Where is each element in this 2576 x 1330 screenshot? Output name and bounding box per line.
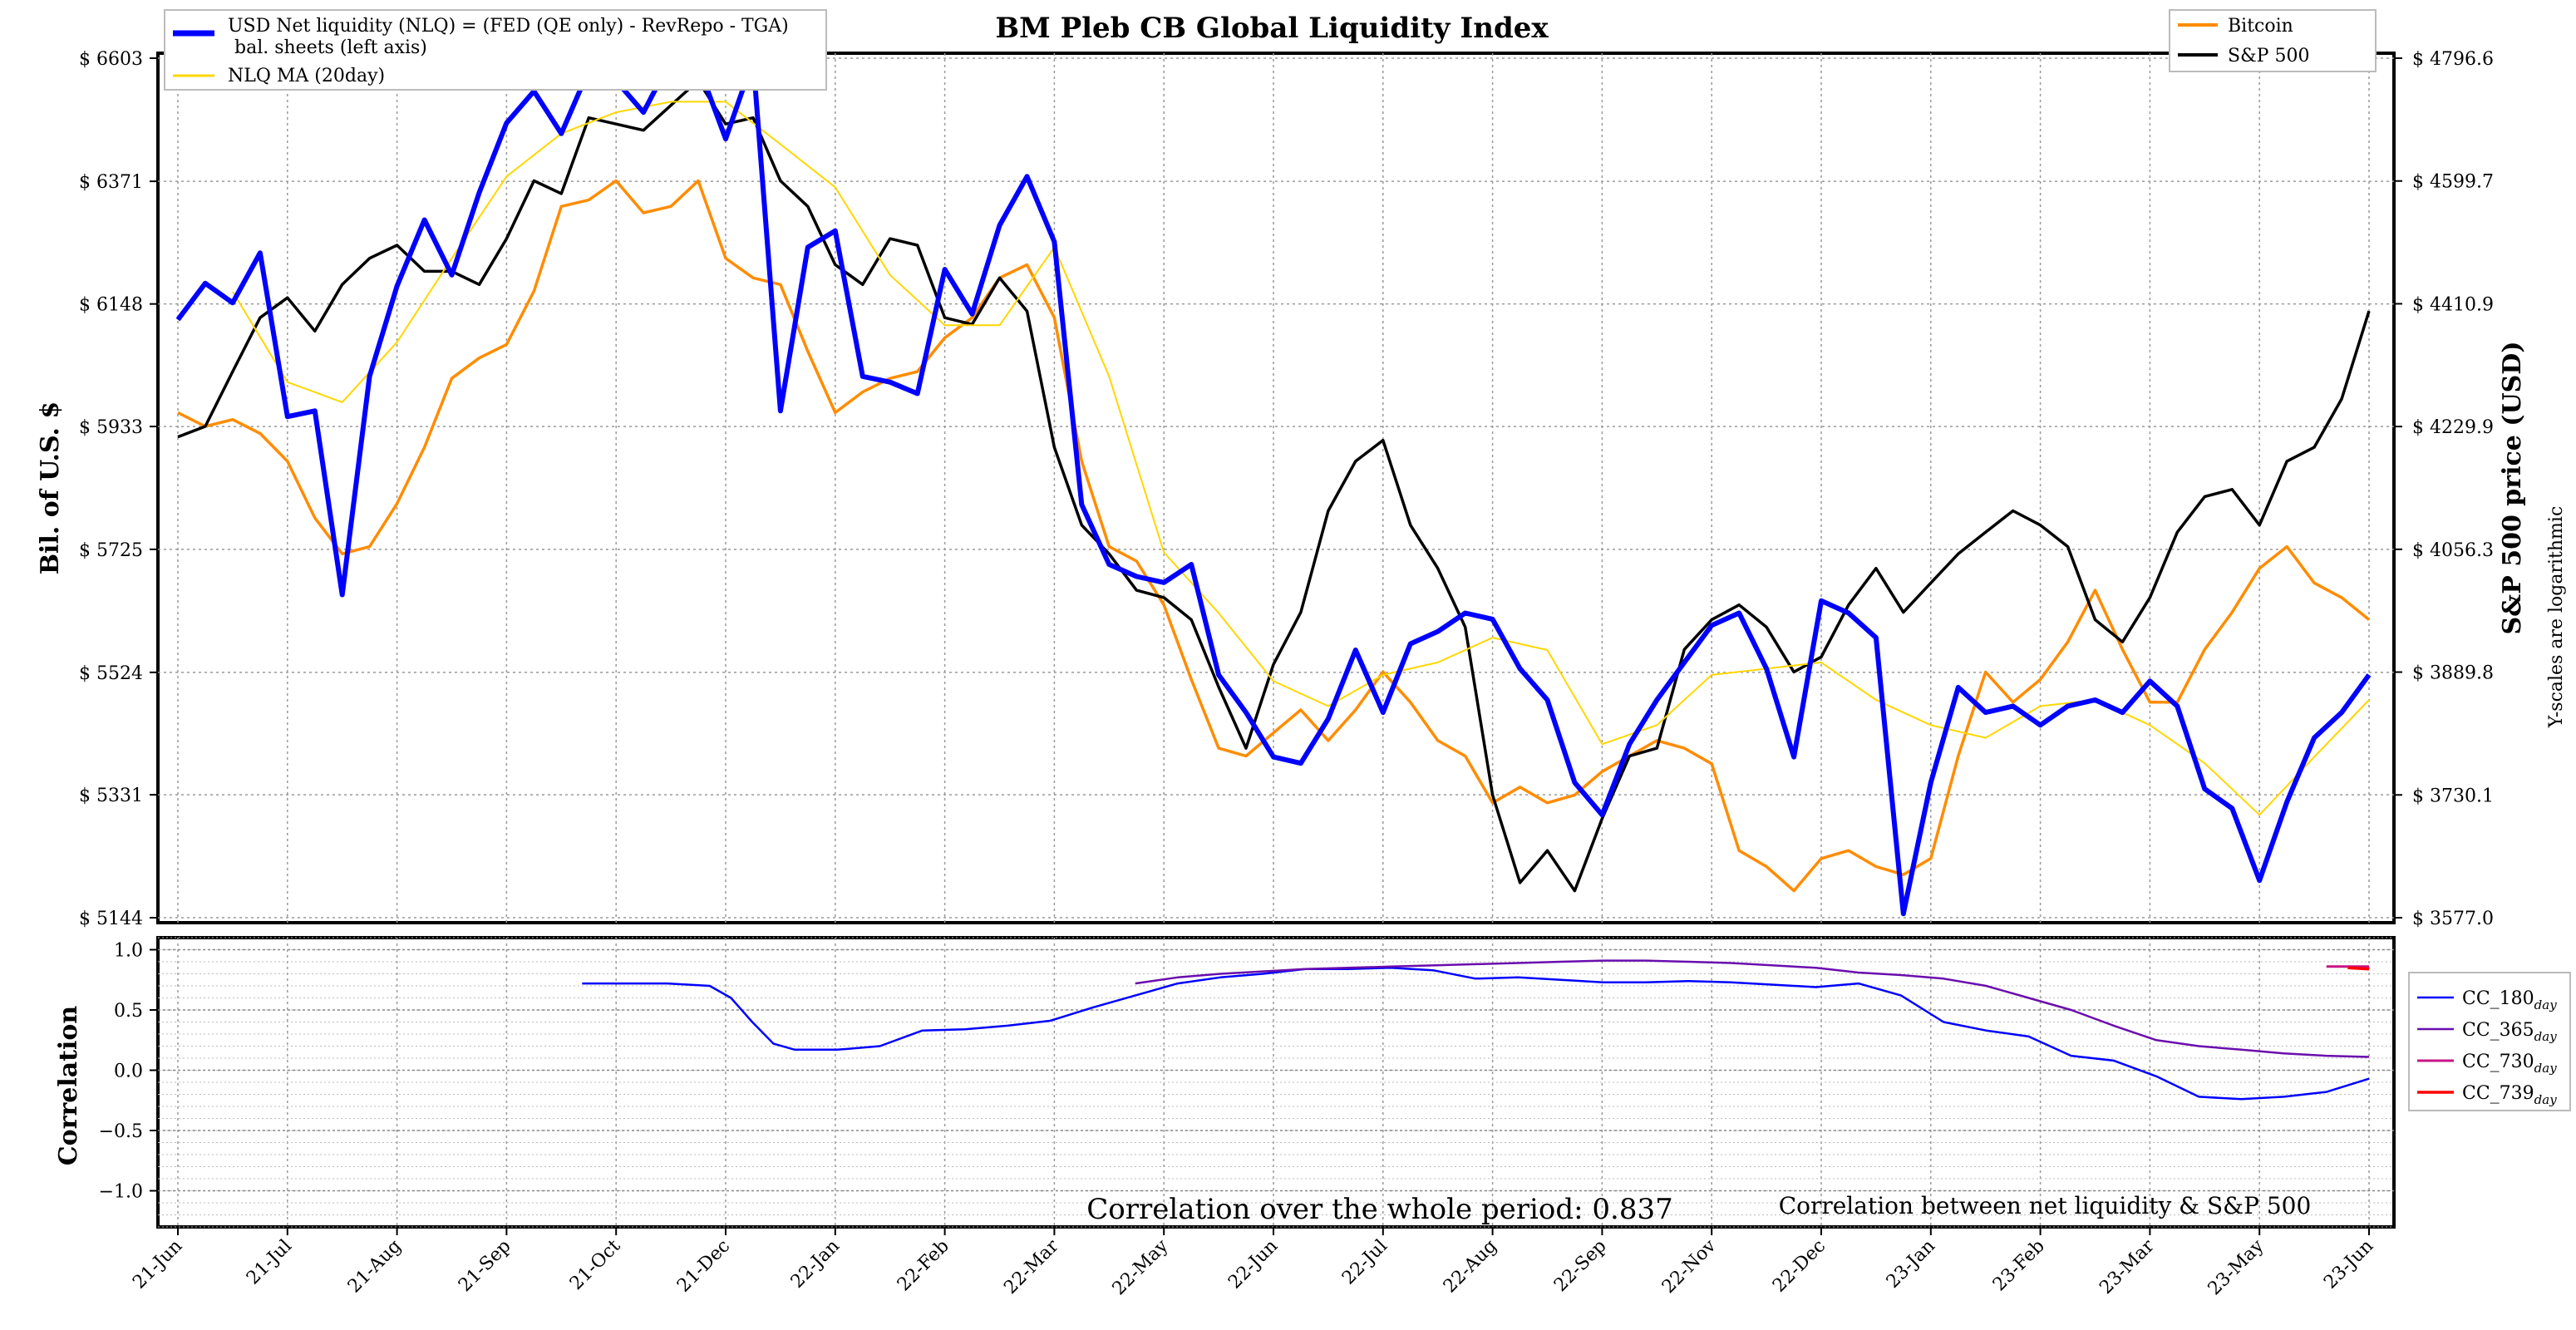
legend-sp500-label: S&P 500 <box>2228 46 2309 66</box>
x-tick-label: 22-Jan <box>787 1236 844 1293</box>
x-tick-label: 23-Jun <box>2320 1236 2377 1293</box>
x-tick-label: 22-Aug <box>1440 1236 1501 1298</box>
x-tick-label: 22-Jun <box>1224 1236 1282 1293</box>
top-series-lines <box>175 57 2372 917</box>
top-panel: $ 5144 $ 5331 $ 5524 $ 5725 $ 5933 $ 6148 $ 63… <box>36 9 2567 929</box>
x-axis-tick-labels: 21-Jun 21-Jul 21-Aug 21-Sep 21-Oct 21-Dec 22-J… <box>129 1227 2377 1299</box>
x-tick-label: 23-Feb <box>1989 1236 2049 1296</box>
x-tick-label: 23-Jan <box>1883 1236 1939 1293</box>
left-tick-label: $ 6148 <box>79 295 143 316</box>
correlation-series-lines <box>582 959 2370 1101</box>
right-tick-label: $ 3730.1 <box>2412 786 2494 806</box>
legend-cc-180-line-label: CC_180day <box>2462 988 2557 1012</box>
legend-nlq-label-line2: bal. sheets (left axis) <box>234 37 427 58</box>
x-tick-label: 22-Feb <box>894 1236 953 1296</box>
correlation-tick-label: −0.5 <box>99 1121 143 1142</box>
right-tick-label: $ 4229.9 <box>2412 417 2494 438</box>
bottom-grid <box>158 937 2394 1228</box>
cc-180-line <box>582 967 2370 1101</box>
x-tick-label: 22-May <box>1109 1235 1173 1299</box>
x-tick-label: 23-May <box>2204 1235 2268 1299</box>
right-tick-label: $ 4410.9 <box>2412 294 2494 315</box>
left-axis-ticks: $ 5144 $ 5331 $ 5524 $ 5725 $ 5933 $ 6148 $ 63… <box>79 49 158 929</box>
chart-title: BM Pleb CB Global Liquidity Index <box>995 12 1549 45</box>
sp500-line <box>177 79 2371 893</box>
left-tick-label: $ 5331 <box>79 786 143 806</box>
legend-right: Bitcoin S&P 500 <box>2169 9 2377 72</box>
right-tick-label: $ 4599.7 <box>2412 172 2494 193</box>
x-tick-label: 22-Jul <box>1338 1236 1391 1289</box>
correlation-axis-title: Correlation <box>54 1006 83 1166</box>
x-tick-label: 21-Dec <box>673 1236 734 1297</box>
legend-right-box <box>2169 9 2377 72</box>
correlation-tick-label: 1.0 <box>114 941 143 962</box>
x-tick-label: 21-Jun <box>129 1236 186 1293</box>
right-axis-title: S&P 500 price (USD) <box>2498 341 2527 634</box>
right-tick-label: $ 3577.0 <box>2412 909 2494 929</box>
log-scale-note: Y-scales are logarithmic <box>2546 506 2567 729</box>
bitcoin-line <box>177 179 2371 893</box>
x-tick-label: 22-Dec <box>1769 1236 1830 1297</box>
nlq-ma-line <box>232 101 2370 816</box>
x-tick-label: 21-Aug <box>344 1236 406 1298</box>
correlation-tick-label: 0.0 <box>114 1062 143 1082</box>
right-tick-label: $ 4796.6 <box>2412 49 2494 70</box>
correlation-tick-label: −1.0 <box>99 1182 143 1203</box>
top-grid <box>158 53 2394 923</box>
bottom-panel: 1.0 0.5 0.0 −0.5 −1.0 Correlation Correlatio… <box>54 936 2571 1229</box>
x-tick-label: 21-Oct <box>566 1235 625 1294</box>
correlation-description-note: Correlation between net liquidity & S&P … <box>1779 1192 2312 1219</box>
x-tick-label: 22-Mar <box>1000 1235 1063 1298</box>
legend-correlation-box <box>2408 972 2571 1111</box>
whole-period-correlation-note: Correlation over the whole period: 0.837 <box>1086 1193 1672 1226</box>
x-tick-label: 23-Mar <box>2096 1235 2159 1298</box>
x-tick-label: 21-Sep <box>455 1236 515 1297</box>
x-tick-label: 22-Sep <box>1550 1236 1611 1297</box>
left-tick-label: $ 5933 <box>79 417 143 438</box>
left-tick-label: $ 5524 <box>79 663 143 684</box>
x-tick-label: 22-Nov <box>1658 1235 1721 1298</box>
top-panel-frame <box>156 52 2396 924</box>
legend-nlq-label: USD Net liquidity (NLQ) = (FED (QE only)… <box>228 16 789 37</box>
correlation-axis-ticks: 1.0 0.5 0.0 −0.5 −1.0 <box>99 941 158 1203</box>
left-tick-label: $ 6371 <box>79 172 143 193</box>
legend-bitcoin-label: Bitcoin <box>2228 16 2293 37</box>
left-tick-label: $ 6603 <box>79 49 143 70</box>
cc-365-line <box>1135 959 2370 1058</box>
x-tick-label: 21-Jul <box>243 1236 296 1289</box>
legend-ma-label: NLQ MA (20day) <box>228 66 385 86</box>
left-tick-label: $ 5725 <box>79 540 143 561</box>
right-axis-ticks: $ 3577.0 $ 3730.1 $ 3889.8 $ 4056.3 $ 4229.9… <box>2394 49 2494 929</box>
right-tick-label: $ 4056.3 <box>2412 540 2494 561</box>
correlation-tick-label: 0.5 <box>114 1001 143 1022</box>
left-tick-label: $ 5144 <box>79 909 143 929</box>
nlq-line <box>175 57 2372 917</box>
legend-left-box <box>164 9 827 91</box>
legend-left: USD Net liquidity (NLQ) = (FED (QE only)… <box>164 9 827 91</box>
right-tick-label: $ 3889.8 <box>2412 663 2494 684</box>
left-axis-title: Bil. of U.S. $ <box>36 401 65 575</box>
